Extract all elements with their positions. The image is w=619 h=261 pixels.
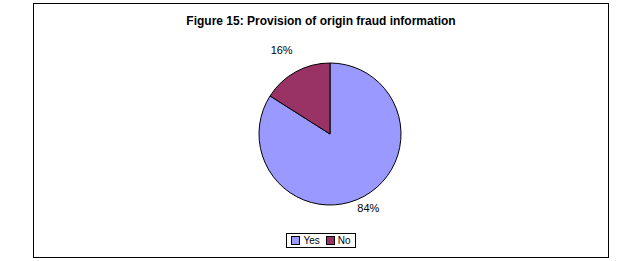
html-text:No: No: [337, 235, 351, 246]
svg-text:16%: 16%: [271, 44, 293, 56]
html-text:Figure 15: Provision of origin: Figure 15: Provision of origin fraud inf…: [186, 14, 456, 28]
html-text:Yes: Yes: [303, 235, 320, 246]
svg-text:84%: 84%: [357, 202, 379, 214]
